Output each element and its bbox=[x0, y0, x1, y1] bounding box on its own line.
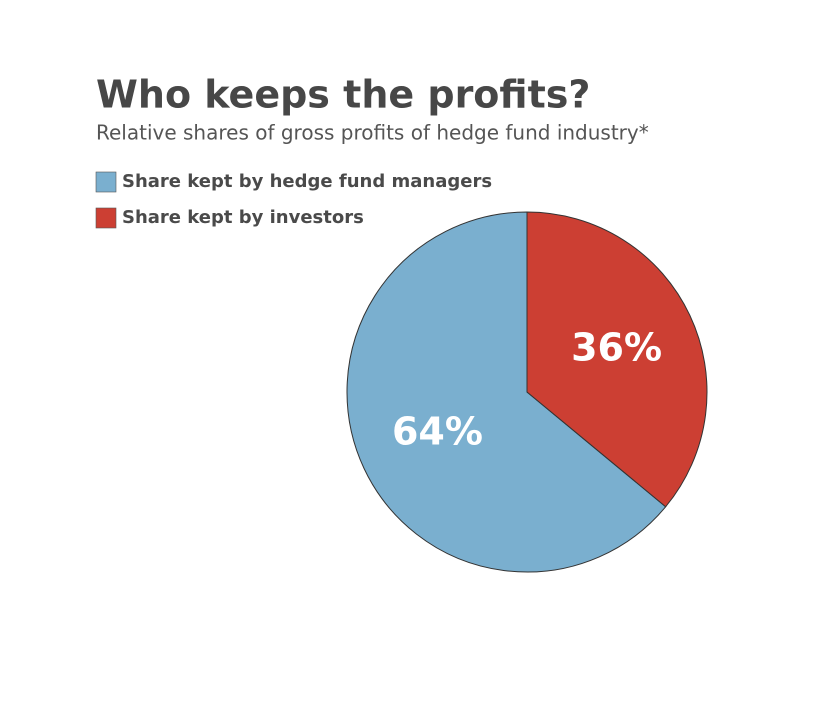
legend-label: Share kept by hedge fund managers bbox=[122, 171, 492, 192]
slice-label: 36% bbox=[571, 325, 662, 369]
legend-swatch bbox=[95, 171, 117, 193]
legend-swatch bbox=[95, 207, 117, 229]
pie-slice bbox=[346, 211, 667, 573]
legend-label: Share kept by investors bbox=[122, 207, 364, 228]
chart-title: Who keeps the profits? bbox=[96, 73, 590, 117]
chart-subtitle: Relative shares of gross profits of hedg… bbox=[96, 121, 649, 145]
pie-slice bbox=[526, 211, 708, 508]
slice-label: 64% bbox=[392, 410, 483, 454]
